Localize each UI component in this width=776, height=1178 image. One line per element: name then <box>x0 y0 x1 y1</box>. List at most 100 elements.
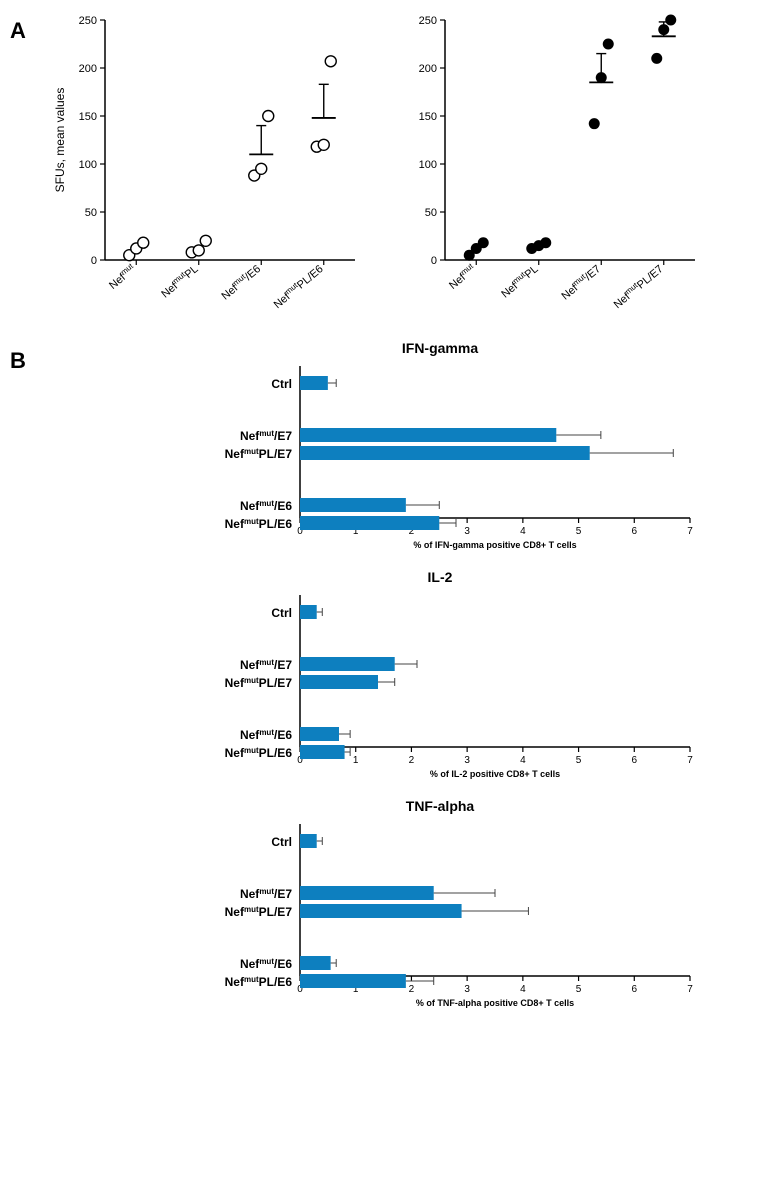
bar <box>300 428 556 442</box>
xtick-label: Nefmut/E6 <box>218 261 263 302</box>
panel-a-label: A <box>10 10 40 44</box>
category-label: Ctrl <box>271 377 292 391</box>
bar <box>300 516 439 530</box>
bar <box>300 675 378 689</box>
category-label: Nefmut/E6 <box>240 728 292 743</box>
category-label: NefmutPL/E7 <box>225 447 293 462</box>
bar <box>300 834 317 848</box>
data-point <box>665 15 676 26</box>
ytick-label: 100 <box>79 159 97 171</box>
data-point <box>138 237 149 248</box>
xtick-label: NefmutPL <box>498 261 541 300</box>
bar-chart-title: IL-2 <box>170 569 710 585</box>
ytick-label: 100 <box>419 159 437 171</box>
scatter-plot-0: 0 50 100 150 200 250 SFUs, mean values Nefmut Ne… <box>50 10 370 330</box>
bar <box>300 376 328 390</box>
ytick-label: 150 <box>419 111 437 123</box>
xtick-label: Nefmut <box>106 261 139 292</box>
bar-chart-1: IL-201234567% of IL-2 positive CD8+ T ce… <box>170 569 710 792</box>
bar-chart-title: TNF-alpha <box>170 798 710 814</box>
y-axis-label: SFUs, mean values <box>53 88 67 193</box>
bar-svg: 01234567% of IL-2 positive CD8+ T cellsC… <box>170 587 710 787</box>
ytick-label: 200 <box>419 63 437 75</box>
data-point <box>651 53 662 64</box>
ytick-label: 150 <box>79 111 97 123</box>
scatter-pair: 0 50 100 150 200 250 SFUs, mean values Nefmut Ne… <box>50 10 710 330</box>
bar-chart-title: IFN-gamma <box>170 340 710 356</box>
xtick-label: 6 <box>632 526 638 537</box>
xtick-label: Nefmut/E7 <box>558 261 603 302</box>
xtick-label: 2 <box>409 755 415 766</box>
xtick-label: 4 <box>520 755 526 766</box>
xtick-label: NefmutPL/E7 <box>610 261 666 311</box>
xtick-label: 6 <box>632 755 638 766</box>
bar-stack: IFN-gamma01234567% of IFN-gamma positive… <box>170 340 710 1021</box>
category-label: Ctrl <box>271 835 292 849</box>
ytick-label: 250 <box>79 15 97 27</box>
xtick-label: 7 <box>687 755 693 766</box>
ytick-label: 0 <box>431 255 437 267</box>
category-label: Nefmut/E7 <box>240 429 292 444</box>
ytick-label: 200 <box>79 63 97 75</box>
data-point <box>200 235 211 246</box>
bar-chart-0: IFN-gamma01234567% of IFN-gamma positive… <box>170 340 710 563</box>
xtick-label: 5 <box>576 755 582 766</box>
xtick-label: 3 <box>464 984 470 995</box>
data-point <box>603 39 614 50</box>
x-axis-label: % of TNF-alpha positive CD8+ T cells <box>416 998 574 1008</box>
category-label: NefmutPL/E7 <box>225 905 293 920</box>
xtick-label: 3 <box>464 526 470 537</box>
xtick-label: 7 <box>687 526 693 537</box>
category-label: Nefmut/E7 <box>240 887 292 902</box>
bar <box>300 727 339 741</box>
xtick-label: 4 <box>520 984 526 995</box>
xtick-label: 2 <box>409 984 415 995</box>
x-axis-label: % of IFN-gamma positive CD8+ T cells <box>413 540 576 550</box>
ytick-label: 50 <box>425 207 437 219</box>
xtick-label: 5 <box>576 984 582 995</box>
panel-a-row: A 0 50 100 150 200 250 SFUs, mean values Nefmut… <box>10 10 766 330</box>
bar-svg: 01234567% of TNF-alpha positive CD8+ T c… <box>170 816 710 1016</box>
xtick-label: Nefmut <box>446 261 479 292</box>
bar <box>300 956 331 970</box>
data-point <box>256 163 267 174</box>
x-axis-label: % of IL-2 positive CD8+ T cells <box>430 769 560 779</box>
bar <box>300 904 462 918</box>
bar <box>300 974 406 988</box>
panel-b-label: B <box>10 340 40 374</box>
figure: A 050100150200250SFUs, mean valuesNefmut… <box>10 10 766 1021</box>
category-label: Nefmut/E7 <box>240 658 292 673</box>
data-point <box>263 111 274 122</box>
ytick-label: 50 <box>85 207 97 219</box>
bar-svg: 01234567% of IFN-gamma positive CD8+ T c… <box>170 358 710 558</box>
data-point <box>589 118 600 129</box>
category-label: Ctrl <box>271 606 292 620</box>
panel-b-row: B IFN-gamma01234567% of IFN-gamma positi… <box>10 340 766 1021</box>
category-label: Nefmut/E6 <box>240 499 292 514</box>
scatter-wrap: 0 50 100 150 200 250 SFUs, mean values Nefmut Ne… <box>50 10 370 330</box>
category-label: NefmutPL/E6 <box>225 746 293 761</box>
data-point <box>478 237 489 248</box>
xtick-label: NefmutPL/E6 <box>270 261 326 311</box>
bar <box>300 498 406 512</box>
xtick-label: 3 <box>464 755 470 766</box>
bar-chart-2: TNF-alpha01234567% of TNF-alpha positive… <box>170 798 710 1021</box>
data-point <box>540 237 551 248</box>
ytick-label: 0 <box>91 255 97 267</box>
data-point <box>318 139 329 150</box>
ytick-label: 250 <box>419 15 437 27</box>
scatter-plot-1: 0 50 100 150 200 250 Nefmut NefmutPL Nefmut/E7Ne… <box>390 10 710 330</box>
data-point <box>193 245 204 256</box>
bar <box>300 657 395 671</box>
bar <box>300 605 317 619</box>
bar <box>300 886 434 900</box>
category-label: NefmutPL/E6 <box>225 517 293 532</box>
xtick-label: 6 <box>632 984 638 995</box>
scatter-wrap: 0 50 100 150 200 250 Nefmut NefmutPL Nefmut/E7Ne… <box>390 10 710 330</box>
xtick-label: 1 <box>353 755 359 766</box>
xtick-label: 5 <box>576 526 582 537</box>
bar <box>300 446 590 460</box>
bar <box>300 745 345 759</box>
category-label: NefmutPL/E6 <box>225 975 293 990</box>
category-label: NefmutPL/E7 <box>225 676 293 691</box>
